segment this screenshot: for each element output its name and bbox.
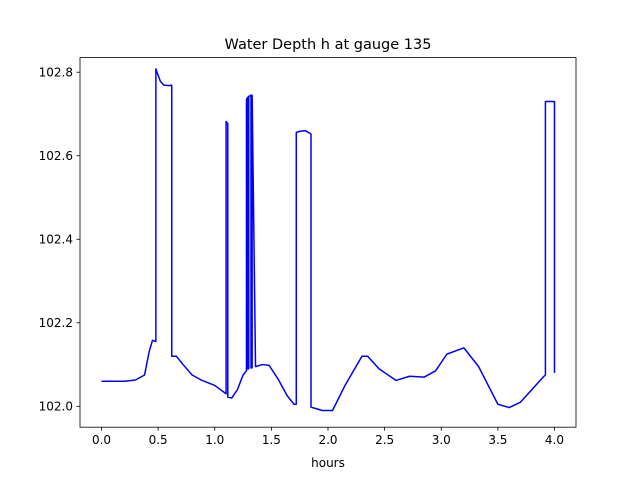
y-tick-label: 102.2 — [39, 316, 73, 330]
x-tick-label: 1.5 — [262, 433, 281, 447]
y-tick-label: 102.8 — [39, 66, 73, 80]
x-tick-label: 0.0 — [92, 433, 111, 447]
x-tick-label: 4.0 — [545, 433, 564, 447]
x-tick-label: 1.0 — [205, 433, 224, 447]
x-tick-label: 0.5 — [149, 433, 168, 447]
x-axis-label: hours — [311, 456, 345, 470]
x-tick-label: 2.0 — [318, 433, 337, 447]
y-tick-label: 102.0 — [39, 400, 73, 414]
x-tick-label: 3.5 — [488, 433, 507, 447]
plot-area — [101, 68, 556, 412]
chart-title: Water Depth h at gauge 135 — [225, 37, 432, 53]
y-tick-label: 102.6 — [39, 149, 73, 163]
y-tick-label: 102.4 — [39, 233, 73, 247]
series-line — [101, 68, 556, 412]
x-tick-label: 2.5 — [375, 433, 394, 447]
x-tick-label: 3.0 — [432, 433, 451, 447]
